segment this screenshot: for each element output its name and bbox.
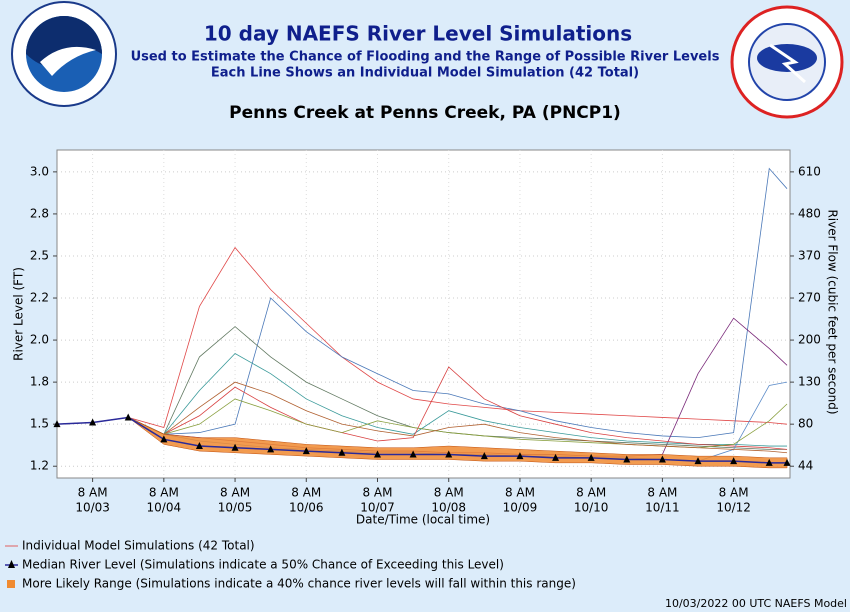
x-tick-label: 8 AM [149,486,179,500]
median-marker [552,453,560,461]
median-marker [160,435,168,443]
median-marker [267,445,275,453]
legend-swatch [8,560,15,568]
x-tick-label: 8 AM [576,486,606,500]
y2-tick-label: 370 [798,248,821,262]
x-tick-label: 10/11 [645,501,680,515]
y2-tick-label: 480 [798,206,821,220]
median-marker [302,447,310,455]
title: 10 day NAEFS River Level Simulations [204,22,632,46]
x-tick-label: 8 AM [362,486,392,500]
y-tick-label: 1.5 [30,417,49,431]
y2-axis-label: River Flow (cubic feet per second) [826,209,840,414]
median-marker [623,455,631,463]
simulation-line [56,167,788,439]
x-tick-label: 8 AM [220,486,250,500]
plot-area [56,149,791,479]
x-tick-label: 10/05 [218,501,253,515]
median-marker [694,457,702,465]
legend-label: Median River Level (Simulations indicate… [22,558,504,572]
x-tick-label: 10/08 [431,501,466,515]
y-tick-label: 2.5 [30,248,49,262]
y-tick-label: 3.0 [30,164,49,178]
y2-tick-label: 44 [798,459,813,473]
footer: 10/03/2022 00 UTC NAEFS Model [665,597,847,610]
median-marker [124,413,132,421]
x-tick-label: 10/07 [360,501,395,515]
x-tick-label: 10/06 [289,501,324,515]
x-tick-label: 8 AM [78,486,108,500]
legend-label: More Likely Range (Simulations indicate … [22,577,576,591]
x-axis-label: Date/Time (local time) [356,513,490,527]
x-tick-label: 10/04 [147,501,182,515]
median-marker [89,418,97,426]
nws-logo [730,5,844,119]
median-marker [231,443,239,451]
median-marker [783,458,791,466]
y2-tick-label: 130 [798,375,821,389]
median-marker [480,452,488,460]
y-tick-label: 2.2 [30,291,49,305]
y2-tick-label: 80 [798,417,813,431]
y-tick-label: 2.8 [30,206,49,220]
median-marker [516,452,524,460]
median-marker [409,450,417,458]
median-line [56,416,788,464]
median-marker [374,450,382,458]
x-tick-label: 8 AM [647,486,677,500]
subtitle: Used to Estimate the Chance of Flooding … [131,50,720,65]
y-tick-label: 1.8 [30,375,49,389]
simulation-line [56,366,788,450]
y2-tick-label: 610 [798,164,821,178]
y2-tick-label: 270 [798,291,821,305]
x-tick-label: 8 AM [291,486,321,500]
x-tick-label: 8 AM [719,486,749,500]
x-tick-label: 10/12 [716,501,751,515]
simulation-line [56,353,788,447]
median-marker [195,442,203,450]
simulation-line [56,381,788,454]
x-tick-label: 8 AM [505,486,535,500]
subtitle: Each Line Shows an Individual Model Simu… [211,66,639,81]
median-marker [338,448,346,456]
median-marker [658,455,666,463]
median-marker [730,457,738,465]
x-tick-label: 10/10 [574,501,609,515]
legend-label: Individual Model Simulations (42 Total) [22,539,255,553]
noaa-logo [11,1,117,107]
median-marker [445,450,453,458]
median-marker [53,420,61,428]
x-tick-label: 10/09 [503,501,538,515]
median-marker [587,453,595,461]
median-marker [765,458,773,466]
x-tick-label: 8 AM [434,486,464,500]
legend-swatch [7,580,15,588]
y2-tick-label: 200 [798,333,821,347]
x-tick-label: 10/03 [75,501,110,515]
y-tick-label: 2.0 [30,333,49,347]
chart-title: Penns Creek at Penns Creek, PA (PNCP1) [229,103,621,123]
y-tick-label: 1.2 [30,459,49,473]
y-axis-label: River Level (FT) [12,267,26,361]
